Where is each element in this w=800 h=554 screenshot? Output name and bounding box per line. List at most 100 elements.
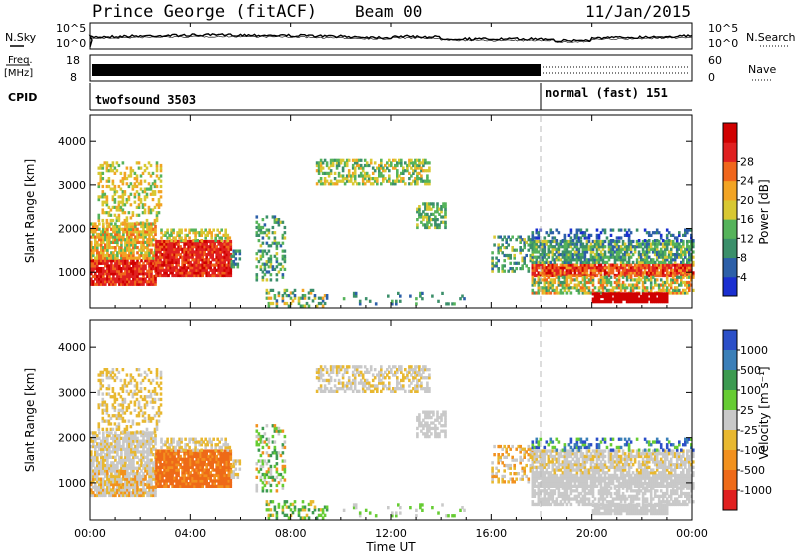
power-cell bbox=[563, 255, 567, 259]
power-cell bbox=[684, 250, 687, 254]
power-cell bbox=[171, 273, 174, 278]
power-cell bbox=[637, 280, 641, 285]
power-cell bbox=[229, 258, 233, 262]
power-cell bbox=[561, 275, 565, 279]
power-cell bbox=[611, 271, 615, 275]
power-cell bbox=[599, 280, 603, 285]
power-cell bbox=[329, 179, 333, 183]
noise-tick-top-right: 10^5 bbox=[708, 22, 738, 35]
velocity-cell bbox=[195, 473, 198, 478]
velocity-cell bbox=[122, 491, 125, 495]
power-cell bbox=[203, 242, 206, 246]
power-cell bbox=[116, 238, 119, 242]
power-cell bbox=[329, 163, 333, 168]
velocity-cell bbox=[142, 488, 145, 492]
power-cell bbox=[537, 271, 541, 275]
power-cell bbox=[690, 242, 693, 246]
velocity-cell bbox=[122, 493, 125, 498]
velocity-cell bbox=[121, 416, 125, 421]
velocity-cell bbox=[110, 488, 113, 492]
power-cell bbox=[135, 205, 139, 209]
power-cell bbox=[335, 179, 339, 183]
power-cell bbox=[601, 275, 605, 279]
velocity-cell bbox=[92, 444, 95, 449]
velocity-cell bbox=[150, 474, 153, 479]
power-cell bbox=[207, 245, 210, 249]
velocity-cell bbox=[130, 447, 133, 451]
velocity-cell bbox=[146, 434, 149, 438]
velocity-cell bbox=[169, 452, 172, 456]
velocity-cell bbox=[159, 392, 163, 396]
power-cell bbox=[561, 266, 565, 270]
power-cell bbox=[227, 266, 231, 270]
velocity-cell bbox=[144, 474, 147, 479]
power-cell bbox=[690, 268, 693, 272]
power-cell bbox=[673, 291, 677, 295]
velocity-cell bbox=[191, 473, 194, 478]
power-cell bbox=[297, 301, 301, 306]
power-cell bbox=[657, 294, 661, 299]
power-cell bbox=[152, 259, 155, 263]
power-cell bbox=[122, 256, 125, 260]
velocity-cell bbox=[136, 455, 139, 459]
power-cell bbox=[631, 283, 635, 287]
velocity-cell bbox=[155, 419, 159, 423]
power-cell bbox=[275, 246, 279, 251]
power-cell bbox=[641, 300, 645, 304]
power-cell bbox=[416, 179, 419, 183]
velocity-cell bbox=[92, 455, 95, 459]
power-cell bbox=[108, 256, 111, 260]
power-cell bbox=[143, 203, 147, 207]
power-cell bbox=[647, 297, 651, 301]
power-cell bbox=[531, 236, 535, 240]
power-cell bbox=[553, 271, 557, 275]
velocity-cell bbox=[152, 431, 155, 435]
power-cell bbox=[680, 278, 683, 282]
power-cell bbox=[519, 240, 522, 244]
power-cell bbox=[144, 259, 147, 263]
power-cell bbox=[327, 166, 331, 170]
power-cell bbox=[686, 260, 689, 264]
power-cell bbox=[667, 239, 671, 243]
velocity-cell bbox=[102, 493, 105, 498]
power-cell bbox=[529, 253, 533, 258]
power-cell bbox=[232, 260, 236, 264]
power-cell bbox=[159, 253, 162, 257]
power-cell bbox=[398, 161, 401, 165]
power-cell bbox=[416, 182, 419, 186]
velocity-cell bbox=[108, 444, 111, 449]
power-cell bbox=[649, 283, 653, 287]
power-cell bbox=[124, 256, 127, 260]
power-cell bbox=[641, 271, 645, 275]
power-cell bbox=[629, 275, 633, 279]
power-cell bbox=[263, 265, 267, 269]
power-cell bbox=[655, 268, 659, 272]
velocity-cell bbox=[165, 465, 168, 469]
velocity-cell bbox=[195, 479, 198, 483]
power-cell bbox=[686, 258, 689, 262]
power-cell bbox=[639, 260, 643, 264]
velocity-cell bbox=[142, 442, 145, 446]
power-cell bbox=[545, 266, 549, 270]
velocity-cell bbox=[132, 458, 135, 462]
power-cell bbox=[621, 280, 625, 285]
power-cell bbox=[137, 166, 141, 170]
power-cell bbox=[543, 266, 547, 270]
power-cell bbox=[329, 182, 333, 186]
velocity-cell bbox=[98, 472, 101, 476]
power-cell bbox=[686, 242, 689, 246]
power-cell bbox=[645, 242, 649, 246]
power-cell bbox=[121, 211, 125, 215]
power-cell bbox=[189, 255, 192, 259]
power-cell bbox=[117, 163, 121, 168]
power-cell bbox=[633, 245, 637, 249]
velocity-cell bbox=[155, 422, 159, 426]
power-cell bbox=[667, 266, 671, 270]
power-cell bbox=[444, 210, 447, 214]
power-cell bbox=[179, 247, 182, 251]
power-cell bbox=[351, 158, 355, 162]
power-cell bbox=[319, 169, 323, 173]
freq-band-twofsound bbox=[92, 64, 541, 76]
power-cell bbox=[426, 169, 429, 173]
velocity-cell bbox=[109, 427, 113, 431]
